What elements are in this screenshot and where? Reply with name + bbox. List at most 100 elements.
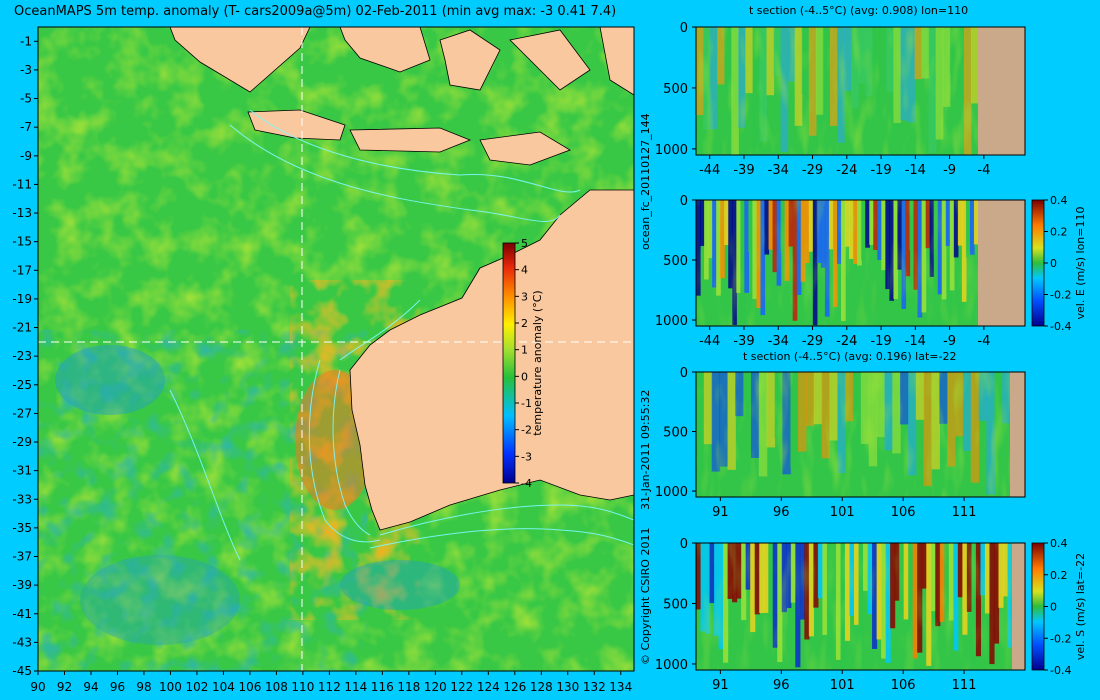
depth-tick-label: 500 — [663, 82, 688, 97]
section-texture — [696, 200, 978, 326]
section-x-tick-label: -39 — [733, 334, 754, 349]
section-x-tick-label: 91 — [712, 678, 729, 693]
depth-tick-label: 1000 — [655, 143, 688, 158]
depth-tick-label: 1000 — [655, 485, 688, 500]
section-x-tick-label: -19 — [870, 163, 891, 178]
section-x-tick-label: -9 — [943, 163, 956, 178]
lat-tick-label: -27 — [12, 406, 32, 420]
colorbar-tick-label: -4 — [521, 477, 532, 490]
lat-tick-label: -39 — [12, 578, 32, 592]
section-panel-2: 0 500 1000 -44 -39 -34 -29 -24 -19 -14 -9 -4 0.4 0.2 0… — [655, 194, 1087, 349]
velocity-colorbar-label: vel. E (m/s) lon=110 — [1074, 207, 1087, 320]
velocity-colorbar-tick-label: 0 — [1050, 257, 1057, 270]
colorbar-tick-label: 5 — [521, 237, 528, 250]
section-x-tick-label: -19 — [870, 334, 891, 349]
lat-tick-label: -19 — [12, 292, 32, 306]
velocity-colorbar — [1031, 542, 1045, 671]
lon-tick-label: 126 — [503, 680, 526, 694]
lon-tick-label: 118 — [397, 680, 420, 694]
lon-tick-label: 120 — [424, 680, 447, 694]
colorbar-label: temperature anomaly (°C) — [531, 290, 544, 435]
panel3-title: t section (-4..5°C) (avg: 0.196) lat=-22 — [743, 350, 957, 363]
section-x-tick-label: -4 — [977, 334, 990, 349]
lon-tick-label: 122 — [450, 680, 473, 694]
section-x-tick-label: 96 — [773, 678, 790, 693]
lon-tick-label: 106 — [238, 680, 261, 694]
colorbar-tick-label: -3 — [521, 450, 532, 463]
colorbar-tick-label: 3 — [521, 290, 528, 303]
velocity-colorbar-tick-label: 0.2 — [1050, 569, 1068, 582]
section-x-tick-label: -44 — [699, 163, 720, 178]
lon-tick-label: 112 — [318, 680, 341, 694]
section-land — [978, 200, 1025, 326]
velocity-colorbar-label: vel. S (m/s) lat=-22 — [1074, 553, 1087, 660]
section-x-tick-label: -34 — [768, 334, 789, 349]
section-panel-3: 0 500 1000 91 96 101 106 111 — [655, 366, 1026, 520]
section-x-tick-label: -4 — [977, 163, 990, 178]
section-x-tick-label: -24 — [836, 163, 857, 178]
lon-tick-label: 128 — [530, 680, 553, 694]
temp-colorbar-ticks: 5 4 3 2 1 0 -1 -2 -3 -4 — [515, 237, 532, 490]
velocity-colorbar-tick-label: -0.2 — [1050, 632, 1071, 645]
section-x-tick-label: -24 — [836, 334, 857, 349]
section-x-tick-label: -29 — [802, 163, 823, 178]
map-title: OceanMAPS 5m temp. anomaly (T- cars2009a… — [14, 4, 617, 19]
lon-tick-label: 110 — [291, 680, 314, 694]
section-x-tick-label: 101 — [830, 678, 855, 693]
depth-tick-label: 500 — [663, 597, 688, 612]
section-x-tick-label: -34 — [768, 163, 789, 178]
lon-tick-label: 90 — [30, 680, 45, 694]
temp-colorbar — [502, 242, 516, 484]
lat-tick-label: -11 — [12, 177, 32, 191]
lat-tick-label: -5 — [20, 92, 32, 106]
depth-tick-label: 0 — [680, 366, 688, 381]
lat-tick-label: -35 — [12, 521, 32, 535]
velocity-colorbar-tick-label: 0.4 — [1050, 194, 1068, 207]
colorbar-tick-label: 0 — [521, 370, 528, 383]
lat-tick-label: -1 — [20, 34, 32, 48]
section-texture — [696, 543, 1012, 670]
section-texture — [696, 372, 1010, 497]
velocity-colorbar — [1031, 199, 1045, 327]
section-land — [1012, 543, 1025, 670]
lon-tick-label: 130 — [556, 680, 579, 694]
depth-tick-label: 0 — [680, 21, 688, 36]
lat-tick-label: -3 — [20, 63, 32, 77]
lon-tick-label: 132 — [583, 680, 606, 694]
lat-tick-label: -9 — [20, 149, 32, 163]
lon-tick-label: 116 — [371, 680, 394, 694]
panel1-title: t section (-4..5°C) (avg: 0.908) lon=110 — [749, 4, 969, 17]
lon-tick-label: 124 — [477, 680, 500, 694]
lat-tick-label: -13 — [12, 206, 32, 220]
section-x-tick-label: 101 — [830, 505, 855, 520]
depth-tick-label: 500 — [663, 426, 688, 441]
lon-tick-label: 104 — [212, 680, 235, 694]
lat-tick-label: -33 — [12, 492, 32, 506]
lon-tick-label: 108 — [265, 680, 288, 694]
lat-tick-label: -21 — [12, 321, 32, 335]
map-field — [38, 27, 634, 671]
colorbar-tick-label: -1 — [521, 397, 532, 410]
lat-tick-label: -7 — [20, 120, 32, 134]
section-land — [978, 27, 1025, 155]
lat-tick-label: -25 — [12, 378, 32, 392]
depth-tick-label: 1000 — [655, 314, 688, 329]
depth-tick-label: 0 — [680, 537, 688, 552]
velocity-colorbar-tick-label: 0 — [1050, 601, 1057, 614]
lat-tick-label: -17 — [12, 263, 32, 277]
section-x-tick-label: -39 — [733, 163, 754, 178]
lon-tick-label: 100 — [159, 680, 182, 694]
lon-tick-label: 114 — [344, 680, 367, 694]
lat-tick-label: -41 — [12, 607, 32, 621]
section-x-tick-label: -29 — [802, 334, 823, 349]
lon-tick-label: 98 — [136, 680, 151, 694]
map-figure: -1-3-5-7-9-11-13-15-17-19-21-23-25-27-29… — [12, 26, 635, 694]
velocity-colorbar-tick-label: -0.4 — [1050, 320, 1071, 333]
section-x-tick-label: 96 — [773, 505, 790, 520]
velocity-colorbar-tick-label: 0.2 — [1050, 226, 1068, 239]
velocity-colorbar-tick-label: 0.4 — [1050, 537, 1068, 550]
section-x-tick-label: -44 — [699, 334, 720, 349]
lon-tick-label: 92 — [57, 680, 72, 694]
section-x-tick-label: 106 — [891, 505, 916, 520]
lon-tick-label: 94 — [83, 680, 98, 694]
